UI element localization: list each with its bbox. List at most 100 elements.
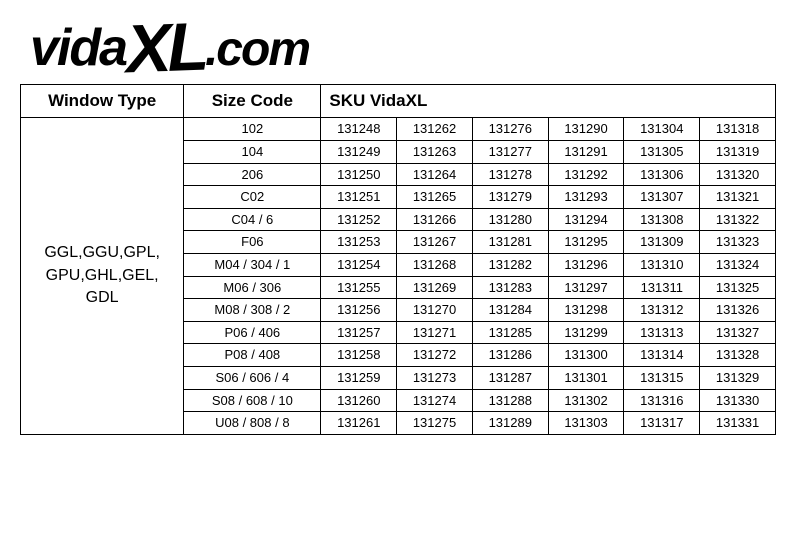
sku-cell: 131270 bbox=[397, 299, 473, 322]
sku-cell: 131314 bbox=[624, 344, 700, 367]
sku-cell: 131319 bbox=[700, 140, 776, 163]
sku-cell: 131254 bbox=[321, 253, 397, 276]
sku-cell: 131324 bbox=[700, 253, 776, 276]
size-code-cell: F06 bbox=[184, 231, 321, 254]
sku-cell: 131320 bbox=[700, 163, 776, 186]
sku-cell: 131265 bbox=[397, 186, 473, 209]
logo-part-vida: vida bbox=[30, 19, 126, 77]
sku-cell: 131261 bbox=[321, 412, 397, 435]
sku-table: Window Type Size Code SKU VidaXL GGL,GGU… bbox=[20, 84, 776, 435]
sku-cell: 131263 bbox=[397, 140, 473, 163]
sku-cell: 131316 bbox=[624, 389, 700, 412]
sku-cell: 131292 bbox=[548, 163, 624, 186]
sku-cell: 131267 bbox=[397, 231, 473, 254]
logo: vidaXL.com bbox=[30, 8, 780, 76]
sku-cell: 131258 bbox=[321, 344, 397, 367]
sku-cell: 131262 bbox=[397, 118, 473, 141]
sku-cell: 131251 bbox=[321, 186, 397, 209]
sku-cell: 131264 bbox=[397, 163, 473, 186]
logo-part-com: .com bbox=[205, 23, 309, 76]
sku-cell: 131268 bbox=[397, 253, 473, 276]
sku-cell: 131309 bbox=[624, 231, 700, 254]
sku-cell: 131325 bbox=[700, 276, 776, 299]
sku-cell: 131306 bbox=[624, 163, 700, 186]
sku-cell: 131330 bbox=[700, 389, 776, 412]
sku-cell: 131289 bbox=[472, 412, 548, 435]
sku-cell: 131253 bbox=[321, 231, 397, 254]
sku-cell: 131300 bbox=[548, 344, 624, 367]
size-code-cell: P06 / 406 bbox=[184, 321, 321, 344]
table-row: GGL,GGU,GPL, GPU,GHL,GEL, GDL10213124813… bbox=[21, 118, 776, 141]
size-code-cell: M06 / 306 bbox=[184, 276, 321, 299]
sku-cell: 131286 bbox=[472, 344, 548, 367]
sku-cell: 131271 bbox=[397, 321, 473, 344]
sku-cell: 131310 bbox=[624, 253, 700, 276]
sku-cell: 131259 bbox=[321, 366, 397, 389]
sku-cell: 131266 bbox=[397, 208, 473, 231]
sku-cell: 131317 bbox=[624, 412, 700, 435]
header-sku: SKU VidaXL bbox=[321, 85, 776, 118]
sku-cell: 131291 bbox=[548, 140, 624, 163]
sku-cell: 131276 bbox=[472, 118, 548, 141]
size-code-cell: P08 / 408 bbox=[184, 344, 321, 367]
sku-cell: 131281 bbox=[472, 231, 548, 254]
sku-cell: 131282 bbox=[472, 253, 548, 276]
size-code-cell: 206 bbox=[184, 163, 321, 186]
size-code-cell: S06 / 606 / 4 bbox=[184, 366, 321, 389]
size-code-cell: S08 / 608 / 10 bbox=[184, 389, 321, 412]
sku-cell: 131304 bbox=[624, 118, 700, 141]
sku-cell: 131303 bbox=[548, 412, 624, 435]
logo-part-xl: XL bbox=[125, 13, 206, 84]
sku-cell: 131328 bbox=[700, 344, 776, 367]
sku-cell: 131302 bbox=[548, 389, 624, 412]
sku-cell: 131311 bbox=[624, 276, 700, 299]
size-code-cell: M04 / 304 / 1 bbox=[184, 253, 321, 276]
sku-cell: 131275 bbox=[397, 412, 473, 435]
sku-cell: 131277 bbox=[472, 140, 548, 163]
sku-cell: 131287 bbox=[472, 366, 548, 389]
sku-cell: 131305 bbox=[624, 140, 700, 163]
sku-cell: 131274 bbox=[397, 389, 473, 412]
sku-cell: 131260 bbox=[321, 389, 397, 412]
sku-cell: 131273 bbox=[397, 366, 473, 389]
sku-cell: 131321 bbox=[700, 186, 776, 209]
sku-cell: 131249 bbox=[321, 140, 397, 163]
sku-cell: 131290 bbox=[548, 118, 624, 141]
size-code-cell: M08 / 308 / 2 bbox=[184, 299, 321, 322]
header-size-code: Size Code bbox=[184, 85, 321, 118]
sku-cell: 131315 bbox=[624, 366, 700, 389]
size-code-cell: 102 bbox=[184, 118, 321, 141]
table-body: GGL,GGU,GPL, GPU,GHL,GEL, GDL10213124813… bbox=[21, 118, 776, 434]
sku-cell: 131327 bbox=[700, 321, 776, 344]
sku-cell: 131312 bbox=[624, 299, 700, 322]
sku-cell: 131296 bbox=[548, 253, 624, 276]
sku-cell: 131308 bbox=[624, 208, 700, 231]
sku-cell: 131329 bbox=[700, 366, 776, 389]
sku-cell: 131298 bbox=[548, 299, 624, 322]
sku-cell: 131293 bbox=[548, 186, 624, 209]
sku-cell: 131279 bbox=[472, 186, 548, 209]
sku-cell: 131294 bbox=[548, 208, 624, 231]
sku-cell: 131278 bbox=[472, 163, 548, 186]
sku-cell: 131288 bbox=[472, 389, 548, 412]
sku-cell: 131269 bbox=[397, 276, 473, 299]
sku-cell: 131283 bbox=[472, 276, 548, 299]
sku-cell: 131272 bbox=[397, 344, 473, 367]
sku-cell: 131257 bbox=[321, 321, 397, 344]
sku-cell: 131299 bbox=[548, 321, 624, 344]
sku-cell: 131322 bbox=[700, 208, 776, 231]
window-type-cell: GGL,GGU,GPL, GPU,GHL,GEL, GDL bbox=[21, 118, 184, 434]
size-code-cell: 104 bbox=[184, 140, 321, 163]
sku-cell: 131323 bbox=[700, 231, 776, 254]
sku-cell: 131255 bbox=[321, 276, 397, 299]
sku-cell: 131285 bbox=[472, 321, 548, 344]
sku-cell: 131307 bbox=[624, 186, 700, 209]
sku-cell: 131301 bbox=[548, 366, 624, 389]
sku-cell: 131331 bbox=[700, 412, 776, 435]
sku-cell: 131248 bbox=[321, 118, 397, 141]
table-header-row: Window Type Size Code SKU VidaXL bbox=[21, 85, 776, 118]
size-code-cell: U08 / 808 / 8 bbox=[184, 412, 321, 435]
size-code-cell: C02 bbox=[184, 186, 321, 209]
sku-cell: 131313 bbox=[624, 321, 700, 344]
sku-cell: 131318 bbox=[700, 118, 776, 141]
